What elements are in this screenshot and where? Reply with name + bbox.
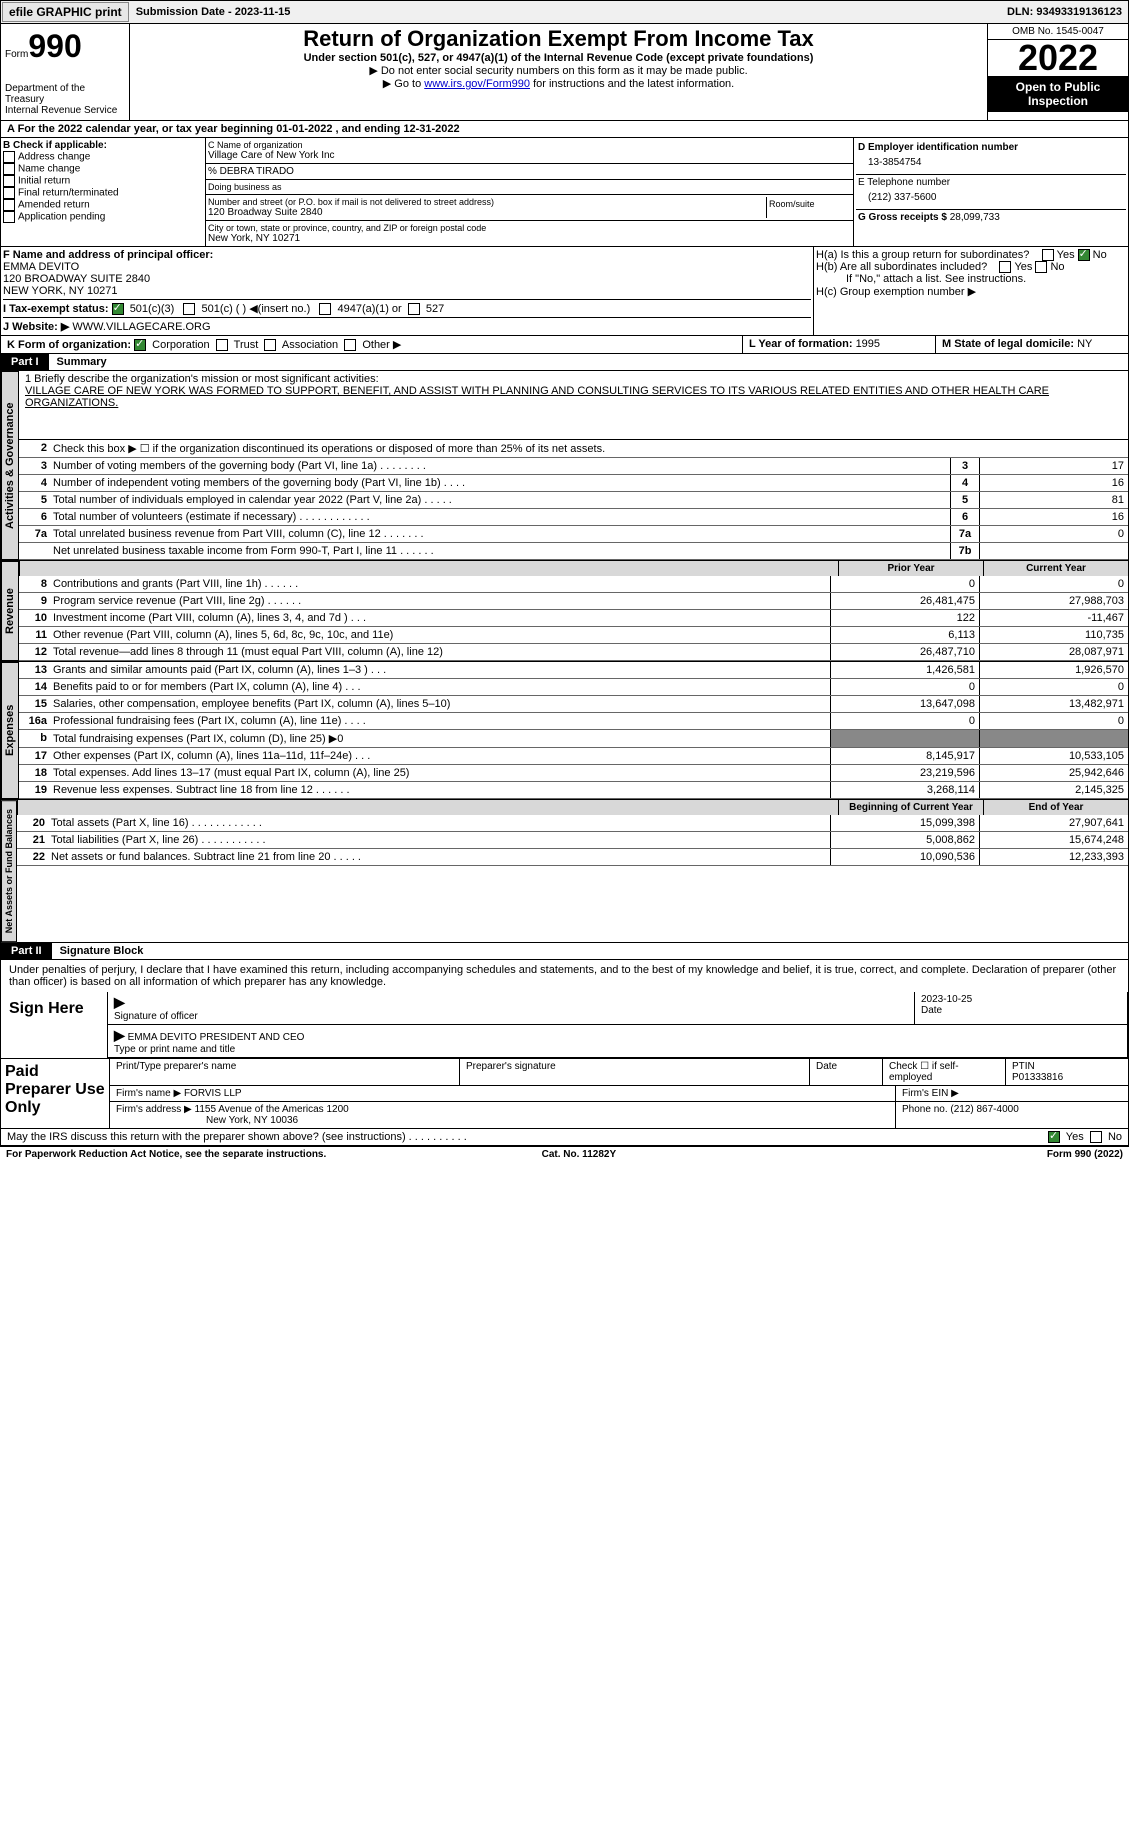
hb-yes[interactable] (999, 261, 1011, 273)
gov-line: 6Total number of volunteers (estimate if… (19, 509, 1128, 526)
fin-line: 9Program service revenue (Part VIII, lin… (19, 593, 1128, 610)
chk-final[interactable]: Final return/terminated (3, 187, 203, 199)
firm-phone: Phone no. (212) 867-4000 (896, 1102, 1128, 1128)
gov-line: 4Number of independent voting members of… (19, 475, 1128, 492)
col-m: M State of legal domicile: NY (935, 336, 1128, 353)
col-l: L Year of formation: 1995 (742, 336, 935, 353)
fin-line: 22Net assets or fund balances. Subtract … (17, 849, 1128, 866)
col-d: D Employer identification number13-38547… (854, 138, 1128, 246)
gov-line: 7aTotal unrelated business revenue from … (19, 526, 1128, 543)
fin-line: bTotal fundraising expenses (Part IX, co… (19, 730, 1128, 748)
discuss-row: May the IRS discuss this return with the… (0, 1129, 1129, 1146)
col-c: C Name of organizationVillage Care of Ne… (206, 138, 854, 246)
gov-line: 5Total number of individuals employed in… (19, 492, 1128, 509)
chk-527[interactable] (408, 303, 420, 315)
fin-line: 18Total expenses. Add lines 13–17 (must … (19, 765, 1128, 782)
efile-print-btn[interactable]: efile GRAPHIC print (2, 2, 129, 22)
ha-yes[interactable] (1042, 249, 1054, 261)
gov-line: 2Check this box ▶ ☐ if the organization … (19, 440, 1128, 458)
fin-line: 19Revenue less expenses. Subtract line 1… (19, 782, 1128, 799)
summary-gov: Activities & Governance 1 Briefly descri… (0, 371, 1129, 560)
gov-line: 3Number of voting members of the governi… (19, 458, 1128, 475)
col-b: B Check if applicable: Address change Na… (1, 138, 206, 246)
col-k: K Form of organization: Corporation Trus… (1, 336, 742, 353)
vtab-gov: Activities & Governance (1, 371, 19, 560)
discuss-yes[interactable] (1048, 1131, 1060, 1143)
chk-name[interactable]: Name change (3, 163, 203, 175)
fin-line: 14Benefits paid to or for members (Part … (19, 679, 1128, 696)
fh-row: F Name and address of principal officer:… (0, 247, 1129, 336)
preparer-name: Print/Type preparer's name (110, 1059, 460, 1085)
col-h: H(a) Is this a group return for subordin… (814, 247, 1128, 335)
klm-row: K Form of organization: Corporation Trus… (0, 336, 1129, 354)
firm-name: Firm's name ▶ FORVIS LLP (110, 1086, 896, 1101)
vtab-rev: Revenue (1, 561, 19, 661)
fin-line: 10Investment income (Part VIII, column (… (19, 610, 1128, 627)
fin-line: 20Total assets (Part X, line 16) . . . .… (17, 815, 1128, 832)
chk-501c[interactable] (183, 303, 195, 315)
chk-assoc[interactable] (264, 339, 276, 351)
summary-exp: Expenses 13Grants and similar amounts pa… (0, 662, 1129, 800)
mission-block: 1 Briefly describe the organization's mi… (19, 371, 1128, 440)
preparer-sig: Preparer's signature (460, 1059, 810, 1085)
ha-no[interactable] (1078, 249, 1090, 261)
vtab-net: Net Assets or Fund Balances (1, 800, 17, 942)
chk-initial[interactable]: Initial return (3, 175, 203, 187)
chk-corp[interactable] (134, 339, 146, 351)
top-bar: efile GRAPHIC print Submission Date - 20… (0, 0, 1129, 24)
summary-rev: Revenue Prior YearCurrent Year 8Contribu… (0, 560, 1129, 662)
chk-amended[interactable]: Amended return (3, 199, 203, 211)
vtab-exp: Expenses (1, 662, 19, 799)
fin-line: 11Other revenue (Part VIII, column (A), … (19, 627, 1128, 644)
chk-501c3[interactable] (112, 303, 124, 315)
part1-header: Part ISummary (0, 354, 1129, 371)
sig-date: 2023-10-25Date (915, 992, 1128, 1024)
firm-ein: Firm's EIN ▶ (896, 1086, 1128, 1101)
chk-address[interactable]: Address change (3, 151, 203, 163)
chk-4947[interactable] (319, 303, 331, 315)
ptin: PTINP01333816 (1006, 1059, 1128, 1085)
cal-year-line: A For the 2022 calendar year, or tax yea… (0, 121, 1129, 138)
fin-line: 16aProfessional fundraising fees (Part I… (19, 713, 1128, 730)
signature-declaration: Under penalties of perjury, I declare th… (0, 960, 1129, 992)
year-box: OMB No. 1545-0047 2022 Open to Public In… (987, 24, 1128, 120)
chk-other[interactable] (344, 339, 356, 351)
form-title-box: Return of Organization Exempt From Incom… (130, 24, 987, 120)
form-number-box: Form990 Department of the Treasury Inter… (1, 24, 130, 120)
chk-pending[interactable]: Application pending (3, 211, 203, 223)
form-header: Form990 Department of the Treasury Inter… (0, 24, 1129, 121)
footer: For Paperwork Reduction Act Notice, see … (0, 1146, 1129, 1162)
fin-line: 12Total revenue—add lines 8 through 11 (… (19, 644, 1128, 661)
summary-net: Net Assets or Fund Balances Beginning of… (0, 800, 1129, 943)
submission-date: Submission Date - 2023-11-15 (130, 6, 297, 18)
dln: DLN: 93493319136123 (1007, 6, 1128, 18)
chk-trust[interactable] (216, 339, 228, 351)
irs-link[interactable]: www.irs.gov/Form990 (424, 78, 530, 90)
officer-name: ▶ EMMA DEVITO PRESIDENT AND CEOType or p… (108, 1025, 1128, 1057)
sign-here-block: Sign Here ▶Signature of officer 2023-10-… (0, 992, 1129, 1059)
paid-preparer-block: Paid Preparer Use Only Print/Type prepar… (0, 1059, 1129, 1129)
gov-line: Net unrelated business taxable income fr… (19, 543, 1128, 560)
fin-line: 15Salaries, other compensation, employee… (19, 696, 1128, 713)
col-f: F Name and address of principal officer:… (1, 247, 814, 335)
fin-line: 17Other expenses (Part IX, column (A), l… (19, 748, 1128, 765)
officer-signature[interactable]: ▶Signature of officer (108, 992, 915, 1024)
fin-line: 8Contributions and grants (Part VIII, li… (19, 576, 1128, 593)
part2-header: Part IISignature Block (0, 943, 1129, 960)
firm-address: Firm's address ▶ 1155 Avenue of the Amer… (110, 1102, 896, 1128)
fin-line: 21Total liabilities (Part X, line 26) . … (17, 832, 1128, 849)
self-employed-chk[interactable]: Check ☐ if self-employed (883, 1059, 1006, 1085)
hb-no[interactable] (1035, 261, 1047, 273)
discuss-no[interactable] (1090, 1131, 1102, 1143)
entity-block: B Check if applicable: Address change Na… (0, 138, 1129, 247)
fin-line: 13Grants and similar amounts paid (Part … (19, 662, 1128, 679)
